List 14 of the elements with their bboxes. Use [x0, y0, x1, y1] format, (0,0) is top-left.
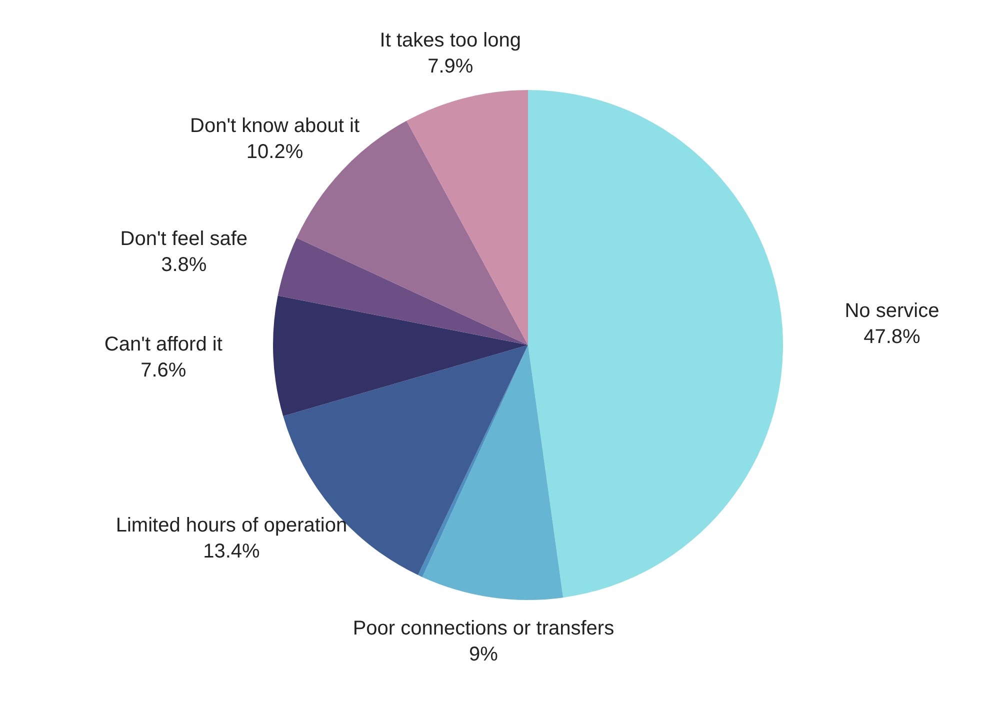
- slice-label: Can't afford it: [104, 334, 223, 356]
- data-label: 47.8%: [864, 326, 921, 348]
- slice-label: Limited hours of operation: [116, 514, 348, 537]
- data-label: 7.6%: [140, 360, 186, 382]
- slice-label: Don't feel safe: [120, 228, 248, 250]
- data-label: 13.4%: [203, 540, 260, 563]
- slice-label: Poor connections or transfers: [352, 617, 614, 640]
- data-label: 7.9%: [428, 56, 474, 78]
- slice-label: Don't know about it: [190, 115, 360, 138]
- slice-label: It takes too long: [380, 30, 521, 52]
- data-label: 3.8%: [161, 254, 207, 276]
- slice-label: No service: [844, 300, 940, 322]
- data-label: 9%: [468, 643, 498, 666]
- data-label: 10.2%: [246, 141, 304, 164]
